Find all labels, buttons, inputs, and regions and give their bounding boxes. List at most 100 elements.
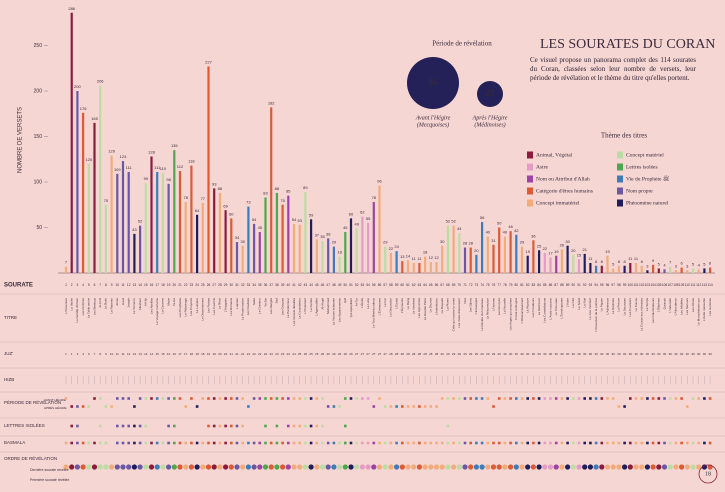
juz-label: 23 — [275, 352, 279, 356]
legend-label: Nom propre — [626, 188, 653, 194]
basmala-dot — [93, 441, 96, 445]
juz-label: 30 — [691, 352, 695, 356]
bar — [304, 192, 307, 273]
value-label: 30 — [440, 239, 445, 244]
surah-title: Le Figuier — [600, 298, 604, 311]
x-tick-label: 11 — [121, 283, 125, 287]
basmala-dot — [338, 441, 341, 445]
bar — [401, 261, 404, 273]
value-label: 62 — [360, 210, 365, 215]
juz-label: 28 — [418, 352, 422, 356]
letters-dot — [121, 424, 125, 428]
order-dot — [388, 464, 394, 470]
bar — [600, 265, 603, 273]
period-dot — [275, 397, 279, 400]
surah-title: Qui éparpillent — [349, 298, 353, 318]
x-tick-label: 13 — [133, 283, 137, 287]
page-badge — [698, 464, 718, 484]
value-label: 88 — [218, 186, 223, 191]
order-note: Dernière sourate révélée — [30, 468, 69, 472]
order-dot — [194, 464, 200, 470]
basmala-dot — [543, 441, 547, 445]
value-label: 55 — [366, 216, 371, 221]
value-label: 36 — [531, 233, 536, 238]
order-dot — [354, 464, 360, 470]
bar — [253, 223, 256, 273]
legend-label: Lettres isolées — [626, 164, 658, 170]
bar — [315, 239, 318, 273]
order-dot — [570, 464, 576, 470]
basmala-dot — [247, 441, 250, 445]
x-tick-label: 27 — [212, 283, 216, 287]
period-dot — [378, 397, 381, 400]
surah-title: Qaf — [343, 298, 347, 303]
surah-title: L'Astre nocturne — [548, 298, 552, 320]
period-dot — [503, 397, 507, 400]
value-label: 52 — [138, 219, 143, 224]
surah-title: La Secousse — [622, 298, 626, 316]
basmala-dot — [435, 441, 438, 445]
order-dot — [616, 464, 622, 470]
legend-swatch — [617, 175, 623, 183]
surah-title: La Rupture — [525, 298, 529, 313]
value-label: 227 — [205, 59, 212, 64]
description: Ce visuel propose un panorama complet de… — [530, 56, 696, 82]
surah-title: L'Enveloppé — [474, 298, 478, 315]
letters-dot — [344, 424, 347, 428]
surah-title: Quraysh — [662, 298, 666, 310]
value-label: 29 — [520, 240, 525, 245]
bar — [82, 112, 85, 273]
bar — [526, 255, 529, 273]
order-dot — [696, 464, 702, 470]
juz-label: 21 — [247, 352, 251, 356]
surah-title: Le Pardonneur — [286, 298, 290, 318]
x-tick-label: 31 — [235, 283, 239, 287]
letters-dot — [207, 424, 210, 428]
juz-label: 28 — [395, 352, 399, 356]
basmala-dot — [281, 441, 284, 445]
y-tick-label: 50 — [36, 225, 42, 231]
period-dot — [247, 405, 250, 408]
juz-label: 26 — [327, 352, 331, 356]
juz-label: 29 — [441, 352, 445, 356]
x-tick-label: 94 — [594, 283, 598, 287]
value-label: 176 — [80, 106, 87, 111]
value-label: 200 — [74, 84, 81, 89]
x-tick-label: 66 — [435, 283, 439, 287]
period-dot — [640, 397, 643, 400]
juz-label: 30 — [543, 352, 547, 356]
basmala-dot — [269, 441, 273, 445]
basmala-dot — [577, 441, 581, 445]
value-label: 11 — [417, 256, 422, 261]
bar — [657, 268, 660, 273]
order-dot — [513, 464, 519, 470]
x-tick-label: 77 — [497, 283, 501, 287]
value-label: 7 — [669, 260, 672, 265]
order-dot — [536, 464, 542, 470]
surah-title: La Destinée — [611, 298, 615, 314]
order-dot — [337, 464, 343, 470]
x-tick-label: 1 — [65, 283, 67, 287]
x-tick-label: 9 — [111, 283, 113, 287]
juz-label: 28 — [406, 352, 410, 356]
order-dot — [622, 464, 628, 470]
value-label: 19 — [525, 249, 530, 254]
juz-label: 30 — [657, 352, 661, 356]
period-dot — [110, 405, 113, 408]
basmala-dot — [520, 441, 524, 445]
surah-title: Les Hypocrites — [417, 298, 421, 318]
bar — [116, 173, 119, 273]
legend-label: Concept matériel — [626, 152, 664, 158]
value-label: 8 — [618, 259, 621, 264]
period-dot — [235, 397, 239, 400]
x-tick-label: 98 — [617, 283, 621, 287]
value-label: 19 — [605, 249, 610, 254]
value-label: 19 — [554, 249, 559, 254]
letters-dot — [212, 424, 216, 428]
order-dot — [365, 464, 371, 470]
value-label: 24 — [394, 244, 399, 249]
period-count: 86 — [429, 77, 439, 87]
value-label: 110 — [160, 166, 167, 171]
basmala-dot — [395, 441, 398, 445]
juz-label: 30 — [617, 352, 621, 356]
